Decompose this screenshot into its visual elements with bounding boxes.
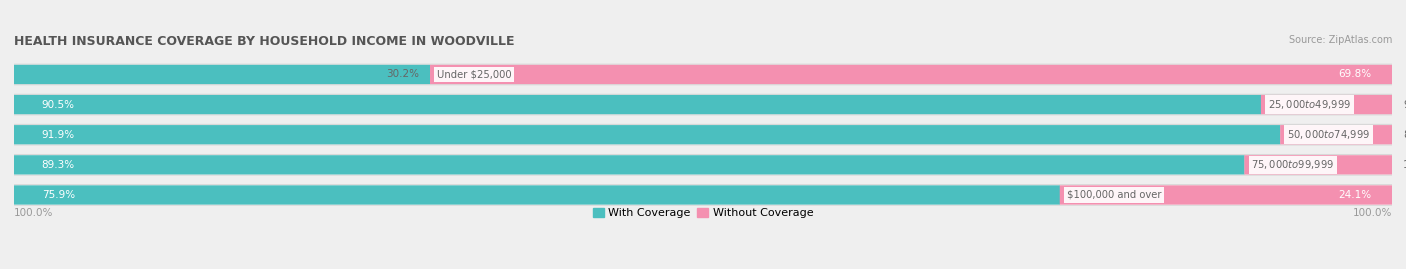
Text: 91.9%: 91.9% [42, 130, 75, 140]
Text: $75,000 to $99,999: $75,000 to $99,999 [1251, 158, 1334, 171]
FancyBboxPatch shape [430, 65, 1392, 84]
Text: Source: ZipAtlas.com: Source: ZipAtlas.com [1288, 35, 1392, 45]
FancyBboxPatch shape [14, 155, 1244, 175]
Text: 75.9%: 75.9% [42, 190, 75, 200]
FancyBboxPatch shape [1244, 155, 1392, 175]
Text: 100.0%: 100.0% [1353, 208, 1392, 218]
FancyBboxPatch shape [14, 95, 1261, 114]
FancyBboxPatch shape [14, 185, 1060, 205]
FancyBboxPatch shape [1261, 95, 1392, 114]
Text: 90.5%: 90.5% [42, 100, 75, 109]
Text: HEALTH INSURANCE COVERAGE BY HOUSEHOLD INCOME IN WOODVILLE: HEALTH INSURANCE COVERAGE BY HOUSEHOLD I… [14, 35, 515, 48]
FancyBboxPatch shape [14, 65, 430, 84]
FancyBboxPatch shape [10, 63, 1396, 85]
Text: 69.8%: 69.8% [1339, 69, 1371, 79]
FancyBboxPatch shape [10, 124, 1396, 146]
Text: 89.3%: 89.3% [42, 160, 75, 170]
FancyBboxPatch shape [14, 125, 1392, 144]
FancyBboxPatch shape [1060, 185, 1392, 205]
FancyBboxPatch shape [14, 155, 1392, 175]
FancyBboxPatch shape [14, 65, 1392, 84]
FancyBboxPatch shape [10, 94, 1396, 115]
Text: 8.1%: 8.1% [1403, 130, 1406, 140]
Text: 24.1%: 24.1% [1339, 190, 1371, 200]
Text: 100.0%: 100.0% [14, 208, 53, 218]
Text: 9.5%: 9.5% [1403, 100, 1406, 109]
FancyBboxPatch shape [14, 185, 1392, 205]
Text: $50,000 to $74,999: $50,000 to $74,999 [1288, 128, 1371, 141]
FancyBboxPatch shape [14, 95, 1392, 114]
Text: Under $25,000: Under $25,000 [437, 69, 512, 79]
Text: 10.7%: 10.7% [1403, 160, 1406, 170]
FancyBboxPatch shape [14, 125, 1281, 144]
Legend: With Coverage, Without Coverage: With Coverage, Without Coverage [588, 204, 818, 222]
Text: $100,000 and over: $100,000 and over [1067, 190, 1161, 200]
Text: 30.2%: 30.2% [387, 69, 419, 79]
Text: $25,000 to $49,999: $25,000 to $49,999 [1268, 98, 1351, 111]
FancyBboxPatch shape [10, 184, 1396, 206]
FancyBboxPatch shape [10, 154, 1396, 176]
FancyBboxPatch shape [1281, 125, 1392, 144]
